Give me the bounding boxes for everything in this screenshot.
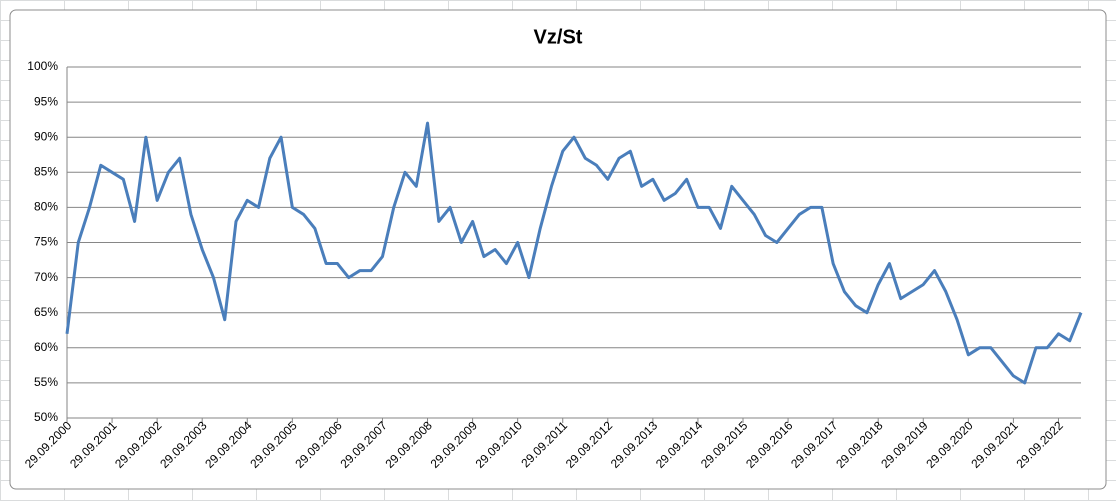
y-tick-label: 60% (34, 340, 58, 354)
y-tick-label: 95% (34, 94, 58, 108)
y-tick-label: 85% (34, 164, 58, 178)
series-line (65, 121, 1083, 385)
chart-title: Vz/St (534, 26, 583, 48)
y-tick-label: 75% (34, 235, 58, 249)
y-tick-label: 80% (34, 200, 58, 214)
y-tick-label: 55% (34, 375, 58, 389)
y-tick-label: 50% (34, 410, 58, 424)
y-tick-label: 65% (34, 305, 58, 319)
y-tick-label: 100% (27, 59, 58, 73)
y-tick-label: 90% (34, 129, 58, 143)
chart-area (9, 9, 1107, 490)
y-tick-label: 70% (34, 270, 58, 284)
